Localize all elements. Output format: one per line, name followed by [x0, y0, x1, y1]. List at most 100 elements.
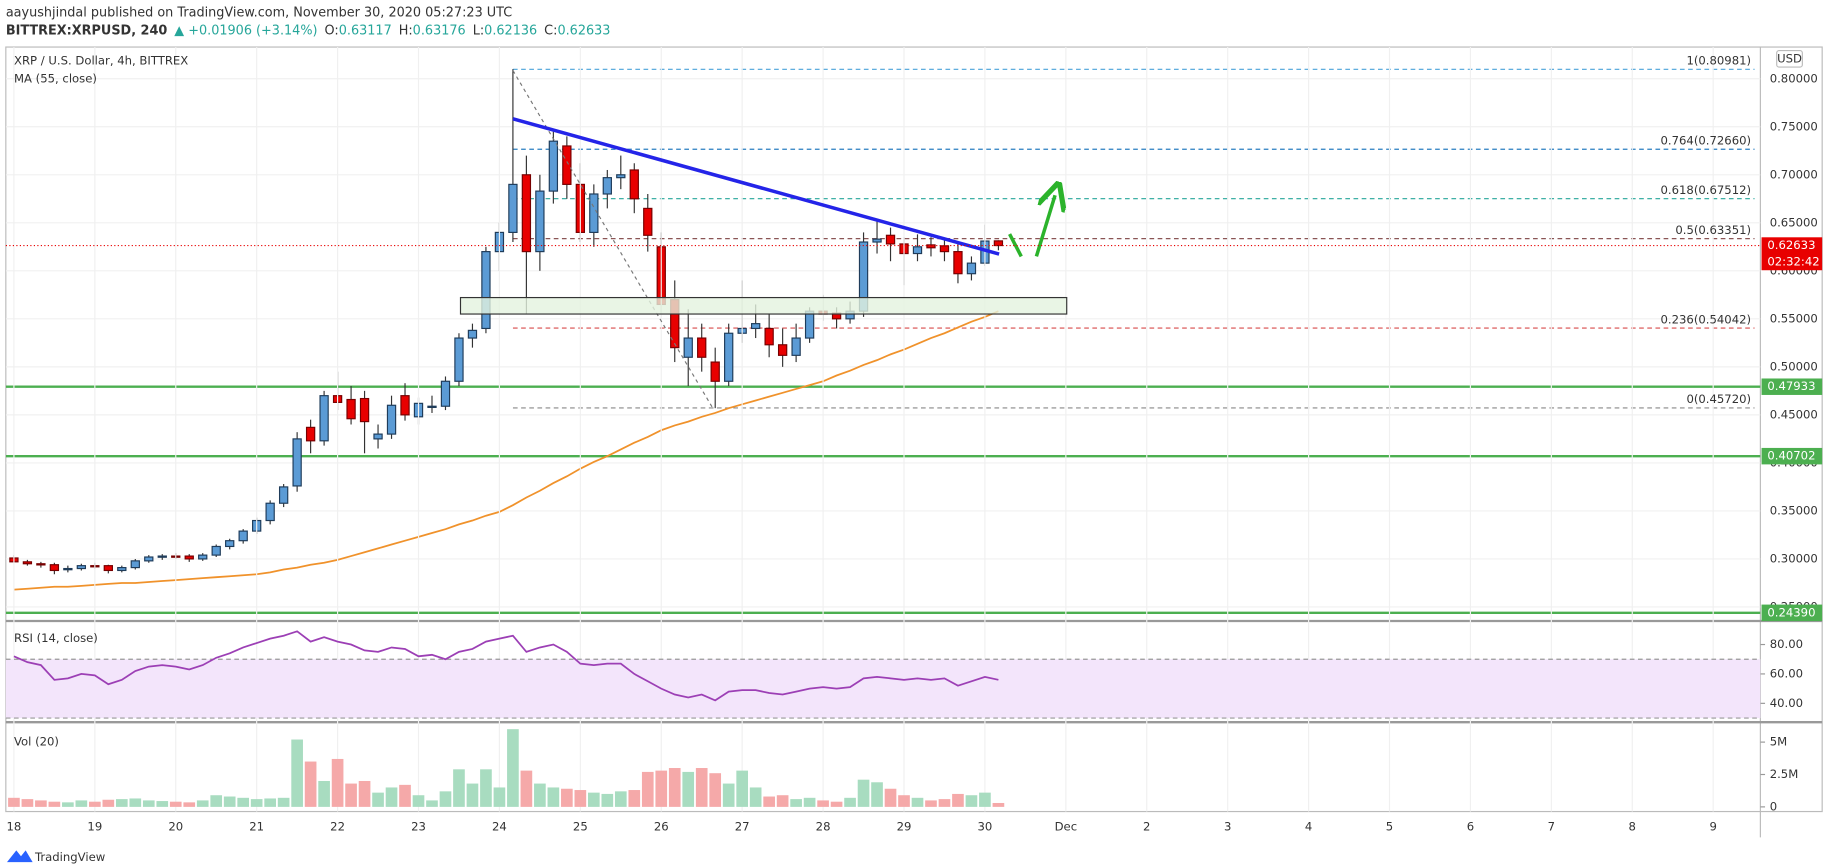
candle-body: [697, 337, 707, 358]
volume-bar: [142, 800, 155, 807]
candle-body: [359, 397, 370, 423]
x-tick-label: 27: [735, 819, 750, 833]
volume-bar: [237, 797, 250, 807]
volume-bar: [250, 799, 263, 807]
volume-bar: [223, 796, 236, 807]
volume-bar: [156, 801, 169, 807]
volume-bar: [695, 768, 708, 807]
volume-bar: [507, 729, 519, 807]
candle-body: [76, 565, 87, 570]
candle-body: [589, 193, 599, 233]
candle-body: [346, 398, 356, 420]
vol-tick-label: 2.5M: [1770, 767, 1799, 781]
volume-bar: [345, 783, 357, 807]
y-tick-label: 0.70000: [1770, 167, 1818, 181]
volume-bar: [547, 787, 560, 807]
y-tick-label: 0.45000: [1770, 407, 1818, 421]
candle-body: [211, 545, 221, 556]
rsi-line: [13, 630, 999, 702]
volume-bar: [911, 797, 924, 807]
l-label: L:: [473, 23, 484, 38]
level-label-box: [1761, 378, 1823, 395]
volume-bar: [655, 770, 668, 807]
x-tick-label: 28: [816, 819, 831, 833]
volume-bar: [574, 790, 587, 807]
volume-bar: [898, 795, 910, 807]
annotations: [459, 70, 1068, 410]
volume-bar: [277, 797, 290, 807]
candle-body: [643, 207, 653, 236]
candle-body: [616, 174, 626, 179]
volume-bar: [952, 793, 964, 807]
candle-body: [548, 140, 559, 192]
volume-bar: [736, 770, 749, 807]
volume-bar: [979, 792, 991, 807]
x-tick-label: 6: [1467, 819, 1474, 833]
symbol-text: BITTREX:XRPUSD, 240: [6, 23, 168, 38]
x-tick-label: 20: [168, 819, 183, 833]
volume-bar: [601, 793, 614, 807]
volume-bar: [331, 758, 344, 807]
vol-tick-label: 0: [1770, 799, 1777, 813]
volume-bar: [169, 801, 182, 807]
vol-tick-label: 5M: [1770, 735, 1787, 749]
x-tick-label: 24: [492, 819, 507, 833]
volume-bar: [871, 782, 883, 807]
volume-bar: [264, 798, 276, 807]
price-label: 0.62633: [1767, 238, 1815, 252]
volume-bar: [466, 783, 479, 807]
y-tick-label: 0.35000: [1770, 503, 1818, 517]
volume-bar: [992, 802, 1005, 807]
candle-body: [319, 395, 329, 442]
x-tick-label: 29: [897, 819, 912, 833]
candle-body: [467, 329, 478, 339]
volume-bar: [115, 799, 128, 807]
candle-body: [238, 530, 248, 542]
rsi-tick-label: 80.00: [1770, 637, 1803, 651]
volume-bar: [803, 797, 816, 807]
y-tick-label: 0.55000: [1770, 311, 1818, 325]
volume-bar: [614, 791, 627, 807]
arrow-up: [1034, 195, 1055, 257]
x-tick-label: 4: [1305, 819, 1312, 833]
c-label: C:: [544, 23, 557, 38]
y-tick-label: 0.75000: [1770, 119, 1818, 133]
candle-body: [804, 310, 815, 339]
candle-body: [953, 251, 963, 275]
volume-bar: [412, 795, 425, 807]
volume-bar: [587, 792, 600, 807]
volume-bar: [722, 783, 735, 807]
fib-label: 0.618(0.67512): [1661, 183, 1752, 197]
candle-body: [278, 486, 289, 504]
candle-body: [926, 244, 936, 249]
rsi-tick-label: 40.00: [1770, 696, 1803, 710]
x-tick-label: 9: [1709, 819, 1716, 833]
candle-body: [184, 555, 194, 560]
candle-body: [724, 332, 734, 382]
ma-line: [13, 310, 999, 591]
volume-bar: [763, 796, 775, 807]
volume-bar: [358, 780, 371, 807]
footer: TradingView: [6, 850, 106, 864]
candle-body: [966, 262, 977, 275]
x-tick-label: 7: [1548, 819, 1555, 833]
volume-bar: [385, 787, 398, 807]
volume-bar: [709, 773, 722, 807]
change: ▲ +0.01906 (+3.14%): [174, 23, 317, 38]
volume-bar: [817, 800, 829, 807]
volume-bar: [8, 797, 20, 807]
countdown: 02:32:42: [1767, 254, 1819, 268]
volume-bar: [48, 801, 61, 807]
currency-box: [1776, 49, 1803, 68]
candle-body: [400, 395, 410, 416]
candle-body: [629, 169, 639, 200]
rsi-tick-label: 60.00: [1770, 666, 1803, 680]
rsi-legend: RSI (14, close): [14, 631, 98, 645]
volume-bar: [776, 795, 789, 807]
volume-bar: [749, 787, 762, 807]
volume-bar: [830, 801, 843, 807]
x-tick-label: 18: [7, 819, 22, 833]
volume-bar: [682, 771, 695, 807]
